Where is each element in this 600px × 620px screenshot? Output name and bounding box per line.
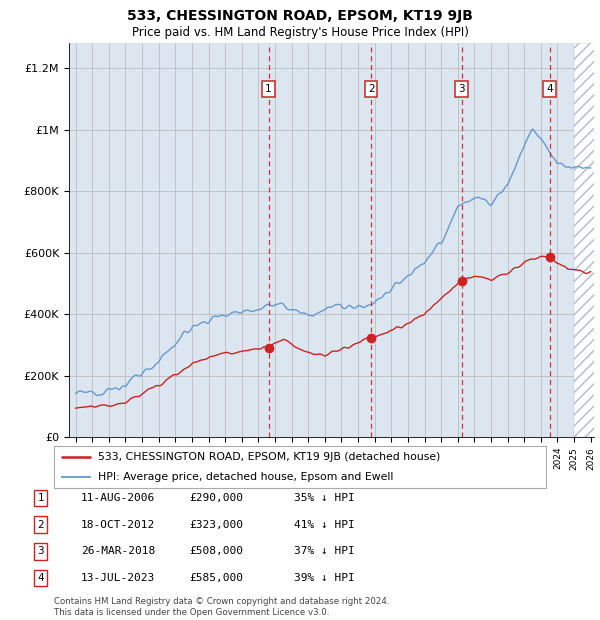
Text: 13-JUL-2023: 13-JUL-2023 <box>81 573 155 583</box>
Text: 41% ↓ HPI: 41% ↓ HPI <box>294 520 355 529</box>
Text: 26-MAR-2018: 26-MAR-2018 <box>81 546 155 556</box>
Text: 39% ↓ HPI: 39% ↓ HPI <box>294 573 355 583</box>
Text: 3: 3 <box>458 84 465 94</box>
Text: £290,000: £290,000 <box>189 493 243 503</box>
Bar <box>574 43 600 437</box>
Text: £585,000: £585,000 <box>189 573 243 583</box>
Text: 4: 4 <box>37 573 44 583</box>
Text: 37% ↓ HPI: 37% ↓ HPI <box>294 546 355 556</box>
Text: 2: 2 <box>37 520 44 529</box>
Text: 4: 4 <box>547 84 553 94</box>
Text: £508,000: £508,000 <box>189 546 243 556</box>
Text: 1: 1 <box>265 84 272 94</box>
Text: 35% ↓ HPI: 35% ↓ HPI <box>294 493 355 503</box>
Bar <box>69 43 574 437</box>
Text: 11-AUG-2006: 11-AUG-2006 <box>81 493 155 503</box>
Text: 2: 2 <box>368 84 374 94</box>
Text: 1: 1 <box>37 493 44 503</box>
Text: £323,000: £323,000 <box>189 520 243 529</box>
Text: 3: 3 <box>37 546 44 556</box>
Text: Contains HM Land Registry data © Crown copyright and database right 2024.
This d: Contains HM Land Registry data © Crown c… <box>54 598 389 617</box>
Text: 533, CHESSINGTON ROAD, EPSOM, KT19 9JB: 533, CHESSINGTON ROAD, EPSOM, KT19 9JB <box>127 9 473 24</box>
Text: Price paid vs. HM Land Registry's House Price Index (HPI): Price paid vs. HM Land Registry's House … <box>131 26 469 39</box>
Text: HPI: Average price, detached house, Epsom and Ewell: HPI: Average price, detached house, Epso… <box>98 472 394 482</box>
Text: 533, CHESSINGTON ROAD, EPSOM, KT19 9JB (detached house): 533, CHESSINGTON ROAD, EPSOM, KT19 9JB (… <box>98 452 440 462</box>
Text: 18-OCT-2012: 18-OCT-2012 <box>81 520 155 529</box>
